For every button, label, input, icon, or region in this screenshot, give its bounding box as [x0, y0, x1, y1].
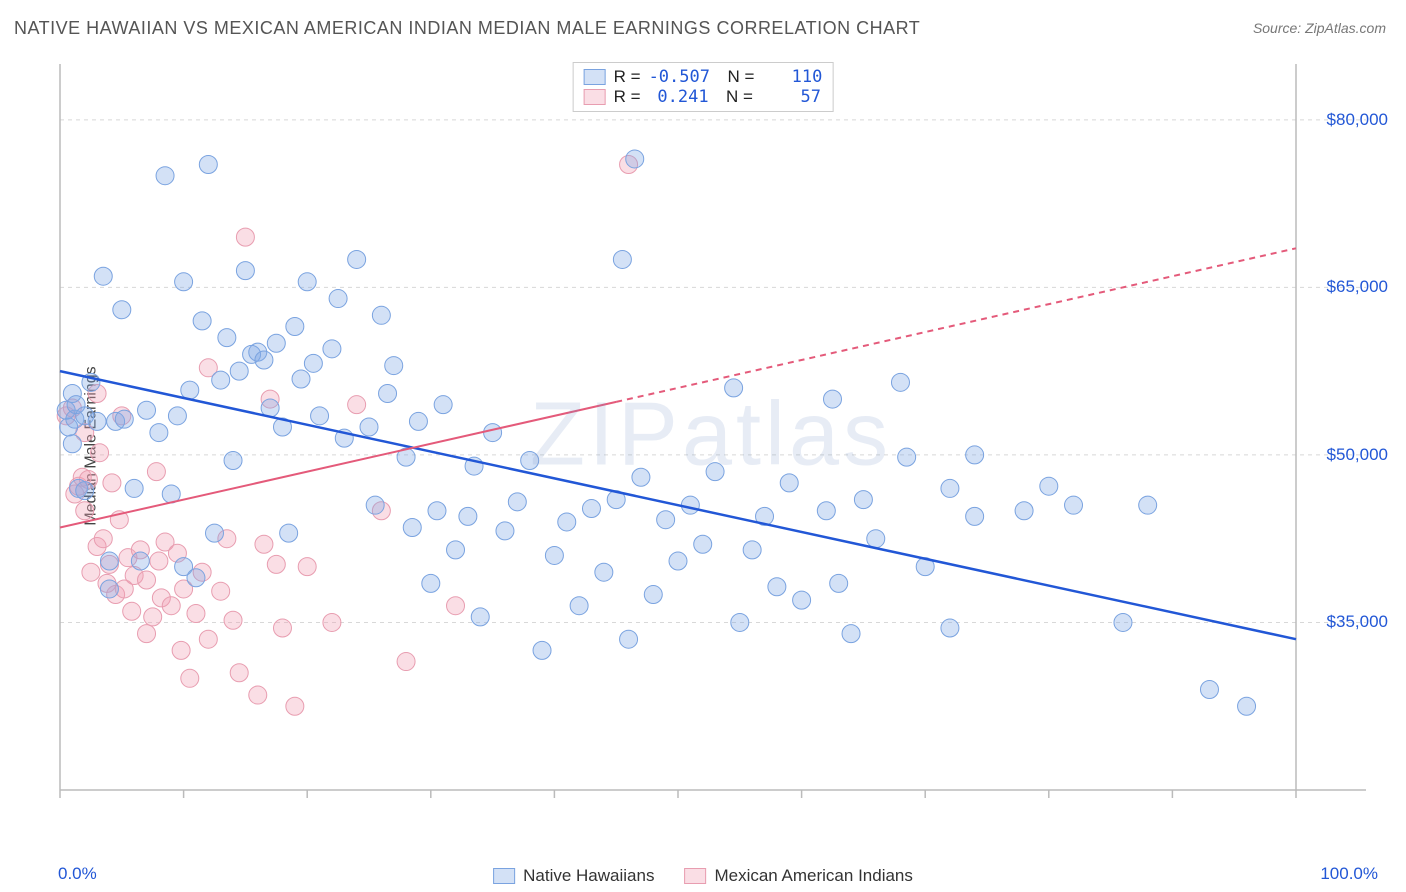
- n-value-2: 57: [761, 87, 821, 107]
- legend-swatch-2: [684, 868, 706, 884]
- legend-label-1: Native Hawaiians: [523, 866, 654, 886]
- stats-legend: R = -0.507 N = 110 R = 0.241 N = 57: [573, 62, 834, 112]
- swatch-series-2: [584, 89, 606, 105]
- x-axis-min-label: 0.0%: [58, 864, 97, 884]
- y-tick-label: $80,000: [1327, 110, 1388, 130]
- legend-item-2: Mexican American Indians: [684, 866, 912, 886]
- source-attribution: Source: ZipAtlas.com: [1253, 20, 1386, 36]
- y-tick-label: $50,000: [1327, 445, 1388, 465]
- r-value-2: 0.241: [649, 87, 709, 107]
- legend-item-1: Native Hawaiians: [493, 866, 654, 886]
- legend-swatch-1: [493, 868, 515, 884]
- swatch-series-1: [584, 69, 606, 85]
- n-value-1: 110: [762, 67, 822, 87]
- y-tick-label: $65,000: [1327, 277, 1388, 297]
- chart-plot-area: ZIPatlas: [56, 60, 1366, 820]
- x-axis-max-label: 100.0%: [1320, 864, 1378, 884]
- source-label: Source:: [1253, 20, 1301, 36]
- stats-row-1: R = -0.507 N = 110: [584, 67, 823, 87]
- series-legend: Native Hawaiians Mexican American Indian…: [493, 866, 913, 886]
- y-tick-label: $35,000: [1327, 612, 1388, 632]
- legend-label-2: Mexican American Indians: [714, 866, 912, 886]
- chart-title: NATIVE HAWAIIAN VS MEXICAN AMERICAN INDI…: [14, 18, 920, 39]
- r-value-1: -0.507: [649, 67, 710, 87]
- source-value: ZipAtlas.com: [1305, 20, 1386, 36]
- chart-svg: [56, 60, 1366, 820]
- stats-row-2: R = 0.241 N = 57: [584, 87, 823, 107]
